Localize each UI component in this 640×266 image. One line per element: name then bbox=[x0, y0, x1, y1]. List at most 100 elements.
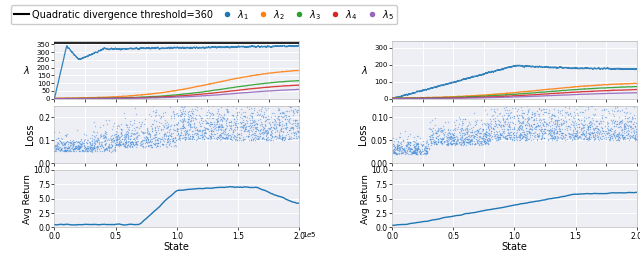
Point bbox=[269, 126, 280, 130]
Point bbox=[447, 138, 458, 143]
Point bbox=[131, 142, 141, 146]
Point bbox=[535, 117, 545, 121]
Point bbox=[155, 140, 165, 144]
Point bbox=[584, 125, 595, 130]
Point bbox=[236, 133, 246, 137]
Point bbox=[232, 135, 242, 139]
Point bbox=[259, 131, 269, 135]
Point bbox=[206, 129, 216, 134]
Point bbox=[515, 135, 525, 140]
Point bbox=[516, 133, 526, 137]
Point bbox=[579, 136, 589, 140]
Point bbox=[484, 138, 495, 142]
Point bbox=[429, 139, 440, 144]
Point bbox=[281, 109, 291, 114]
Point bbox=[122, 144, 132, 148]
Point bbox=[98, 134, 108, 138]
Point bbox=[225, 124, 235, 128]
Point bbox=[499, 106, 509, 110]
Point bbox=[484, 135, 494, 140]
Point bbox=[65, 148, 75, 152]
Point bbox=[127, 123, 137, 127]
Point bbox=[125, 122, 135, 126]
Point bbox=[392, 142, 402, 146]
Point bbox=[217, 125, 227, 129]
Point bbox=[583, 105, 593, 109]
Point bbox=[200, 128, 210, 132]
Point bbox=[290, 118, 300, 122]
Point bbox=[436, 128, 446, 132]
Point bbox=[255, 107, 266, 112]
Point bbox=[198, 119, 208, 123]
Point bbox=[291, 121, 301, 126]
Point bbox=[239, 137, 249, 141]
Point bbox=[490, 116, 500, 120]
Point bbox=[432, 130, 442, 135]
Point bbox=[570, 127, 580, 131]
Point bbox=[555, 135, 565, 139]
Point bbox=[88, 147, 99, 151]
Point bbox=[607, 133, 617, 138]
Point bbox=[284, 137, 294, 142]
Point bbox=[436, 137, 447, 141]
Point bbox=[54, 145, 65, 149]
Point bbox=[433, 140, 443, 145]
Point bbox=[546, 128, 556, 132]
Point bbox=[566, 134, 576, 139]
Point bbox=[286, 124, 296, 129]
Point bbox=[518, 134, 529, 138]
Point bbox=[89, 143, 99, 147]
Point bbox=[102, 138, 112, 143]
Point bbox=[88, 147, 98, 151]
Point bbox=[227, 119, 237, 123]
Point bbox=[415, 151, 425, 156]
Point bbox=[198, 137, 209, 141]
Point bbox=[411, 138, 421, 142]
Point bbox=[502, 137, 512, 142]
Point bbox=[571, 123, 581, 127]
Point bbox=[254, 135, 264, 140]
Point bbox=[476, 141, 486, 145]
Point bbox=[113, 123, 124, 127]
Point bbox=[476, 136, 486, 140]
Point bbox=[389, 147, 399, 151]
Point bbox=[106, 138, 116, 143]
Point bbox=[164, 139, 175, 143]
Point bbox=[548, 135, 559, 139]
Point bbox=[267, 97, 277, 101]
Point bbox=[571, 134, 581, 138]
Point bbox=[463, 141, 473, 145]
Point bbox=[539, 127, 549, 131]
Point bbox=[467, 133, 477, 138]
Point bbox=[613, 136, 623, 140]
Point bbox=[92, 149, 102, 153]
Point bbox=[447, 135, 457, 140]
Point bbox=[389, 144, 399, 148]
Point bbox=[182, 131, 193, 135]
Point bbox=[485, 138, 495, 142]
Point bbox=[166, 98, 176, 102]
Point bbox=[178, 119, 188, 124]
Point bbox=[162, 130, 172, 134]
Point bbox=[247, 115, 257, 119]
Point bbox=[593, 130, 604, 134]
Point bbox=[206, 129, 216, 133]
Point bbox=[609, 133, 619, 137]
Point bbox=[402, 148, 412, 152]
Point bbox=[150, 114, 160, 118]
Point bbox=[404, 139, 415, 144]
Point bbox=[510, 106, 520, 110]
Point bbox=[585, 99, 595, 104]
Point bbox=[270, 130, 280, 135]
Point bbox=[620, 123, 630, 128]
Point bbox=[278, 130, 288, 134]
Point bbox=[499, 131, 509, 135]
Point bbox=[111, 134, 121, 138]
Point bbox=[56, 146, 66, 150]
Point bbox=[290, 107, 300, 111]
Point bbox=[236, 128, 246, 132]
Point bbox=[481, 130, 491, 134]
Point bbox=[228, 135, 238, 139]
Point bbox=[217, 97, 227, 101]
Point bbox=[172, 127, 182, 131]
